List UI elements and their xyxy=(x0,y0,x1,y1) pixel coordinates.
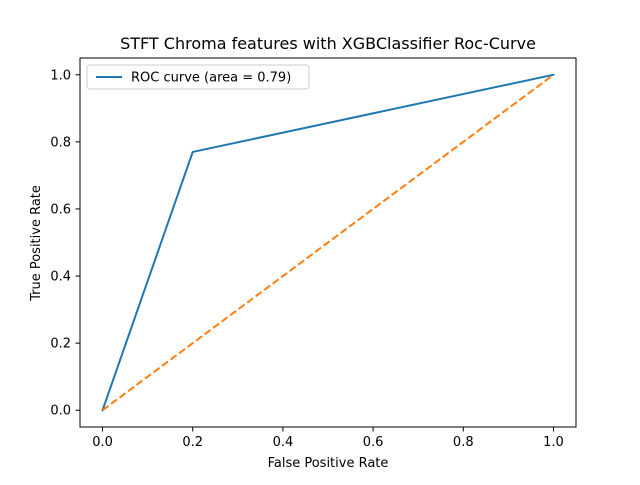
legend-box xyxy=(86,64,310,90)
y-tick-label: 0.0 xyxy=(50,404,71,419)
axes-frame xyxy=(79,57,577,428)
chance-diagonal-line xyxy=(101,73,555,412)
x-tick-label: 1.0 xyxy=(543,435,564,450)
x-tick-label: 0.0 xyxy=(92,435,113,450)
x-tick-label: 0.6 xyxy=(363,435,384,450)
plot-area xyxy=(79,57,577,428)
y-tick-label: 1.0 xyxy=(50,68,71,83)
x-axis-ticks: 0.0 0.2 0.4 0.6 0.8 1.0 xyxy=(92,427,564,450)
x-axis-label: False Positive Rate xyxy=(268,456,389,471)
legend: ROC curve (area = 0.79) xyxy=(86,64,310,90)
y-tick-label: 0.6 xyxy=(50,202,71,217)
legend-label: ROC curve (area = 0.79) xyxy=(131,71,291,86)
x-tick-label: 0.8 xyxy=(453,435,474,450)
y-tick-label: 0.2 xyxy=(50,337,71,352)
y-tick-label: 0.4 xyxy=(50,270,71,285)
chart-title: STFT Chroma features with XGBClassifier … xyxy=(120,34,536,53)
roc-curve-line xyxy=(101,73,555,412)
y-axis-ticks: 0.0 0.2 0.4 0.6 0.8 1.0 xyxy=(50,68,80,419)
y-axis-label: True Positive Rate xyxy=(29,185,44,302)
x-tick-label: 0.2 xyxy=(182,435,203,450)
y-tick-label: 0.8 xyxy=(50,135,71,150)
x-tick-label: 0.4 xyxy=(273,435,294,450)
